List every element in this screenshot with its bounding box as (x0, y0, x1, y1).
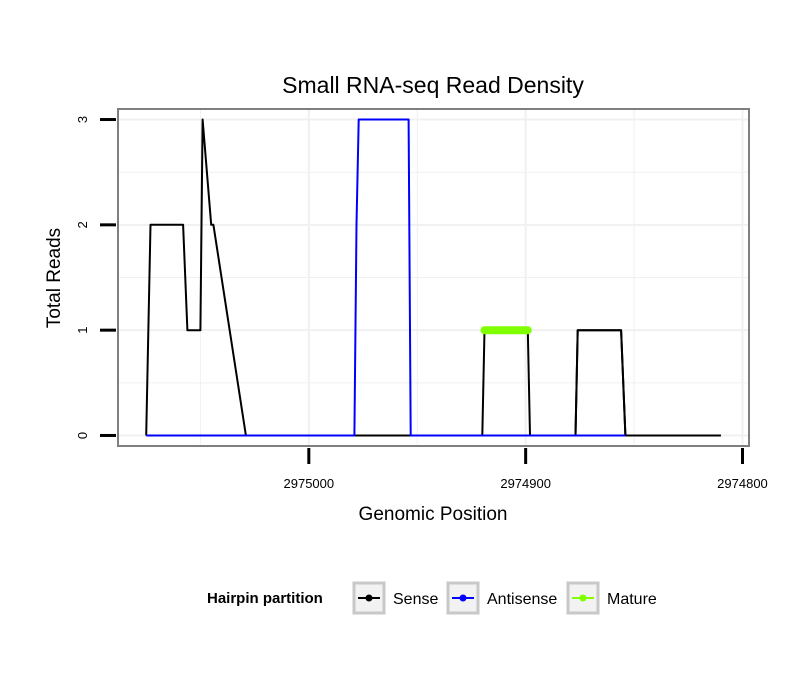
y-tick-label: 3 (75, 116, 90, 123)
chart-title: Small RNA-seq Read Density (282, 72, 584, 98)
y-axis-title: Total Reads (44, 228, 65, 328)
x-axis-title: Genomic Position (359, 504, 508, 525)
legend-label: Antisense (487, 591, 557, 608)
grid (118, 109, 749, 446)
y-tick-label: 2 (75, 221, 90, 228)
legend-key-point (579, 594, 587, 602)
x-axis: 2975000 2974900 2974800 (284, 448, 768, 491)
series-layer (145, 118, 721, 437)
y-axis: 0 1 2 3 (75, 116, 116, 439)
legend-title: Hairpin partition (207, 590, 323, 607)
legend-label: Mature (607, 591, 657, 608)
series-antisense-line (146, 118, 626, 437)
legend: Hairpin partition Sense Antisense Mature (207, 581, 657, 615)
legend-key-point (459, 594, 467, 602)
x-tick-label: 2975000 (284, 476, 335, 491)
legend-key-point (365, 594, 373, 602)
plot-panel-border (117, 108, 750, 447)
series-sense-line (574, 329, 721, 437)
x-tick-label: 2974900 (500, 476, 551, 491)
y-tick-label: 1 (75, 327, 90, 334)
legend-label: Sense (393, 591, 438, 608)
x-tick-label: 2974800 (717, 476, 768, 491)
y-tick-label: 0 (75, 432, 90, 439)
